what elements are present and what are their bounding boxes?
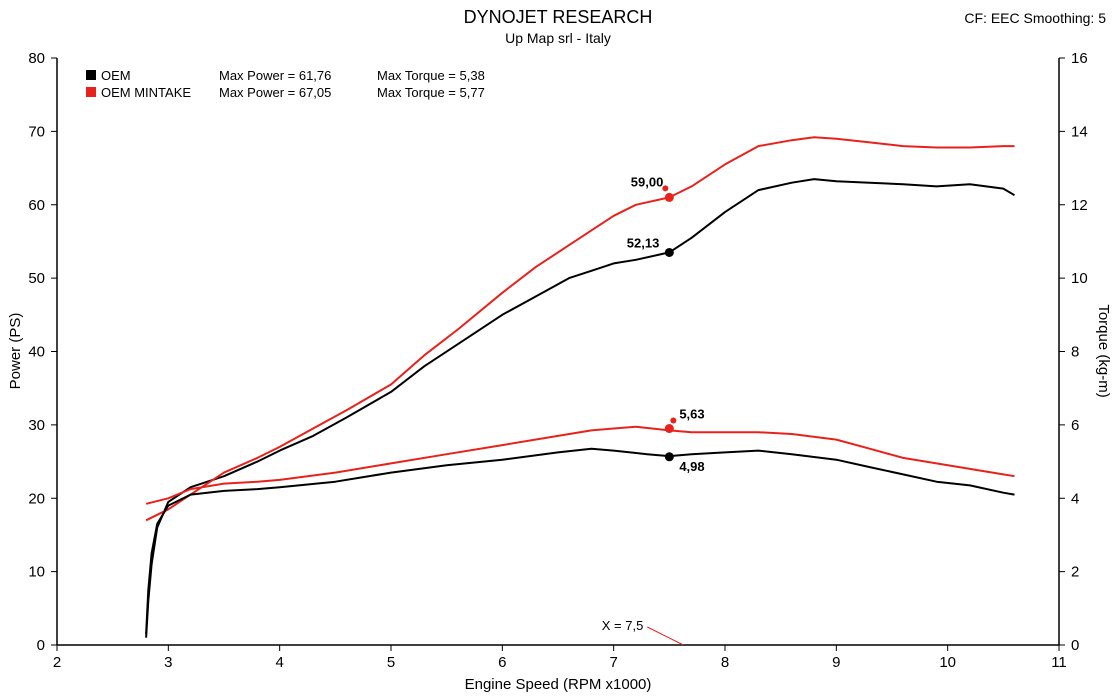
y2-tick-label: 12 bbox=[1071, 197, 1088, 214]
chart-subtitle: Up Map srl - Italy bbox=[505, 30, 611, 46]
y2-axis-label: Torque (kg-m) bbox=[1095, 304, 1112, 397]
series-line-oem-mintake-torque bbox=[145, 425, 1015, 505]
y2-tick-label: 10 bbox=[1071, 270, 1088, 287]
value-marker bbox=[664, 452, 674, 462]
y2-tick-label: 6 bbox=[1071, 417, 1079, 434]
x-tick-label: 3 bbox=[164, 654, 172, 671]
cursor-label: X = 7,5 bbox=[602, 618, 644, 633]
value-marker-label: 52,13 bbox=[627, 235, 660, 250]
legend-max-power: Max Power = 67,05 bbox=[219, 85, 331, 100]
y2-tick-label: 0 bbox=[1071, 637, 1079, 654]
cursor-indicator bbox=[647, 626, 684, 646]
series-line-oem-power bbox=[145, 178, 1016, 638]
x-tick-label: 10 bbox=[939, 654, 956, 671]
legend-swatch-oem-mintake bbox=[86, 87, 96, 97]
y-tick-label: 10 bbox=[28, 564, 45, 581]
axes: 2 3 4 5 6 7 8 9 10 110102030405060708002468101214… bbox=[28, 50, 1087, 671]
legend-swatch-oem bbox=[86, 70, 96, 80]
series-line-oem-mintake-power bbox=[145, 136, 1015, 522]
x-tick-label: 4 bbox=[275, 654, 283, 671]
x-tick-label: 6 bbox=[498, 654, 506, 671]
legend-entry-name: OEM MINTAKE bbox=[101, 85, 191, 100]
y-tick-label: 0 bbox=[37, 637, 45, 654]
legend: OEM Max Power = 61,76 Max Torque = 5,38 OEM… bbox=[86, 68, 485, 100]
legend-entry-name: OEM bbox=[101, 68, 131, 83]
correction-smoothing-info: CF: EEC Smoothing: 5 bbox=[964, 10, 1106, 26]
x-tick-label: 2 bbox=[53, 654, 61, 671]
y-tick-label: 70 bbox=[28, 123, 45, 140]
y-tick-label: 40 bbox=[28, 344, 45, 361]
value-marker-dot bbox=[662, 185, 669, 192]
value-marker bbox=[664, 247, 674, 257]
value-marker-label: 59,00 bbox=[631, 174, 664, 189]
legend-max-torque: Max Torque = 5,38 bbox=[377, 68, 485, 83]
y-tick-label: 50 bbox=[28, 270, 45, 287]
x-tick-label: 7 bbox=[609, 654, 617, 671]
y2-tick-label: 8 bbox=[1071, 344, 1079, 361]
y2-tick-label: 2 bbox=[1071, 564, 1079, 581]
legend-max-power: Max Power = 61,76 bbox=[219, 68, 331, 83]
plot-area: 59,00 52,13 5,63 4,98 X = 7,5 bbox=[145, 136, 1016, 646]
y-tick-label: 20 bbox=[28, 490, 45, 507]
x-tick-label: 9 bbox=[832, 654, 840, 671]
x-tick-label: 8 bbox=[721, 654, 729, 671]
x-tick-label: 11 bbox=[1051, 654, 1067, 671]
chart-title: DYNOJET RESEARCH bbox=[464, 7, 653, 27]
y2-tick-label: 4 bbox=[1071, 490, 1079, 507]
value-marker bbox=[664, 192, 674, 202]
x-axis-label: Engine Speed (RPM x1000) bbox=[465, 676, 652, 693]
y-tick-label: 60 bbox=[28, 197, 45, 214]
value-marker-dot bbox=[670, 417, 677, 424]
y2-tick-label: 16 bbox=[1071, 50, 1088, 67]
value-marker-label: 4,98 bbox=[679, 459, 704, 474]
value-marker bbox=[664, 424, 674, 434]
legend-max-torque: Max Torque = 5,77 bbox=[377, 85, 485, 100]
series-line-oem-torque bbox=[145, 447, 1015, 635]
x-tick-label: 5 bbox=[387, 654, 395, 671]
y-tick-label: 30 bbox=[28, 417, 45, 434]
value-marker-label: 5,63 bbox=[679, 407, 704, 422]
y-axis-label: Power (PS) bbox=[7, 313, 24, 390]
y-tick-label: 80 bbox=[28, 50, 45, 67]
y2-tick-label: 14 bbox=[1071, 123, 1088, 140]
